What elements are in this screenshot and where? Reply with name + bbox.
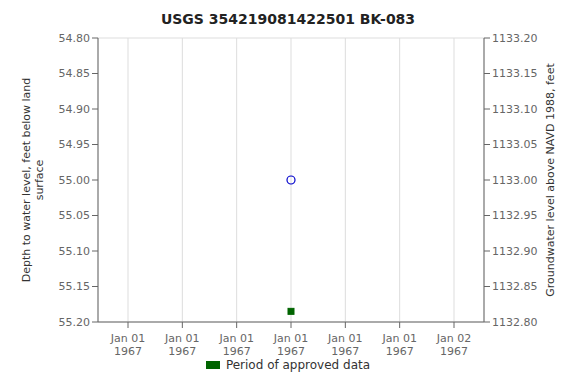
svg-text:54.85: 54.85 (59, 67, 91, 80)
svg-text:1132.95: 1132.95 (492, 209, 538, 222)
html-text:USGS 354219081422501 BK-083: USGS 354219081422501 BK-083 (160, 11, 416, 27)
svg-text:55.00: 55.00 (59, 174, 91, 187)
svg-text:Depth to water level, feet bel: Depth to water level, feet below land (20, 78, 33, 283)
svg-text:Jan 011967: Jan 011967 (381, 332, 416, 358)
svg-text:1132.85: 1132.85 (492, 280, 538, 293)
svg-text:55.10: 55.10 (59, 245, 91, 258)
svg-text:55.15: 55.15 (59, 280, 91, 293)
html-text:Period of approved data: Period of approved data (225, 358, 371, 372)
svg-text:1132.80: 1132.80 (492, 316, 538, 329)
svg-text:1132.90: 1132.90 (492, 245, 538, 258)
svg-text:55.05: 55.05 (59, 209, 91, 222)
svg-text:Jan 011967: Jan 011967 (164, 332, 199, 358)
svg-text:1133.20: 1133.20 (492, 32, 538, 45)
svg-text:54.80: 54.80 (59, 32, 91, 45)
svg-text:Jan 011967: Jan 011967 (110, 332, 145, 358)
svg-text:Jan 011967: Jan 011967 (273, 332, 308, 358)
svg-text:1133.15: 1133.15 (492, 67, 538, 80)
svg-text:Groundwater level above NAVD 1: Groundwater level above NAVD 1988, feet (544, 63, 557, 297)
svg-text:Jan 011967: Jan 011967 (218, 332, 253, 358)
svg-text:1133.10: 1133.10 (492, 103, 538, 116)
svg-text:Jan 011967: Jan 011967 (327, 332, 362, 358)
svg-text:54.95: 54.95 (59, 138, 91, 151)
svg-text:surface: surface (33, 159, 46, 200)
svg-text:1133.00: 1133.00 (492, 174, 538, 187)
svg-text:Jan 021967: Jan 021967 (436, 332, 471, 358)
svg-text:55.20: 55.20 (59, 316, 91, 329)
svg-text:54.90: 54.90 (59, 103, 91, 116)
svg-text:1133.05: 1133.05 (492, 138, 538, 151)
